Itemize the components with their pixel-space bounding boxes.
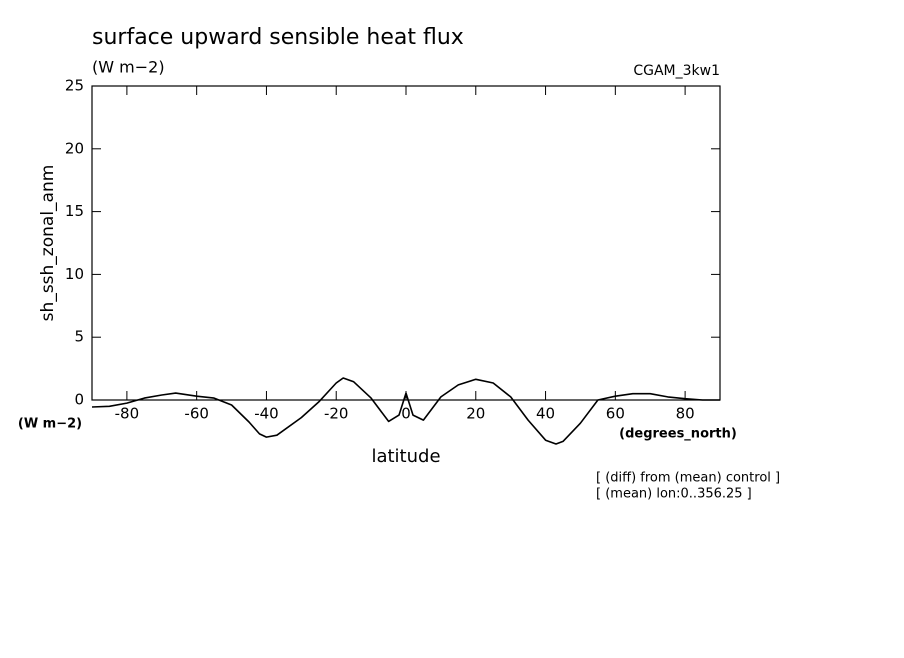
chart-title: surface upward sensible heat flux xyxy=(92,25,464,50)
y-tick-label: 10 xyxy=(65,265,84,283)
x-tick-label: -40 xyxy=(254,405,279,423)
note: [ (diff) from (mean) control ] xyxy=(596,471,780,486)
case-label: CGAM_3kw1 xyxy=(633,63,720,79)
y-tick-label: 15 xyxy=(65,202,84,220)
x-tick-label: -60 xyxy=(184,405,209,423)
chart-subtitle: (W m−2) xyxy=(92,58,165,77)
x-tick-label: 80 xyxy=(676,405,695,423)
y-tick-label: 5 xyxy=(74,328,84,346)
x-units: (degrees_north) xyxy=(619,427,737,442)
x-tick-label: -80 xyxy=(115,405,140,423)
y-axis-label: sh_ssh_zonal_anm xyxy=(38,165,58,322)
x-tick-label: -20 xyxy=(324,405,349,423)
note: [ (mean) lon:0..356.25 ] xyxy=(596,487,752,502)
x-tick-label: 40 xyxy=(536,405,555,423)
x-tick-label: 0 xyxy=(401,405,411,423)
x-axis-label: latitude xyxy=(371,446,440,467)
x-tick-label: 20 xyxy=(466,405,485,423)
data-line xyxy=(91,377,720,445)
y-units: (W m−2) xyxy=(18,417,82,432)
x-tick-label: 60 xyxy=(606,405,625,423)
y-tick-label: 0 xyxy=(74,391,84,409)
y-tick-label: 20 xyxy=(65,139,84,157)
y-tick-label: 25 xyxy=(65,77,84,95)
